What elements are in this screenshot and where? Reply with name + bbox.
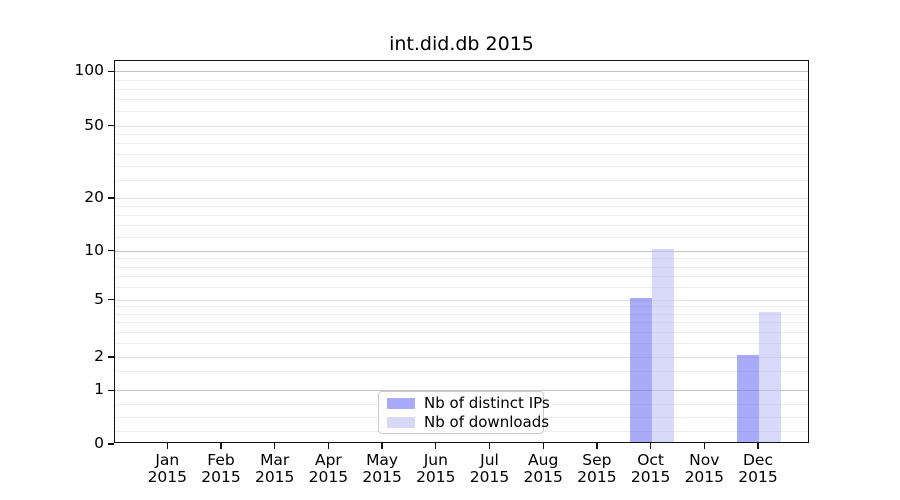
x-tick-label: Sep 2015	[577, 451, 617, 486]
gridline-minor	[115, 111, 808, 113]
x-tick-label: Jul 2015	[469, 451, 510, 486]
x-tick-label: Jun 2015	[416, 451, 456, 486]
gridline-minor	[115, 331, 808, 333]
y-tick-label: 20	[84, 188, 104, 206]
y-tick-label: 0	[94, 434, 104, 452]
x-tick	[435, 443, 437, 449]
legend-item-downloads: Nb of downloads	[387, 413, 549, 431]
y-tick	[108, 250, 114, 252]
gridline-minor	[115, 206, 808, 207]
y-tick	[108, 124, 114, 127]
gridline-minor	[115, 236, 808, 238]
legend-swatch-distinct-ips-icon	[387, 397, 415, 409]
legend-label-downloads: Nb of downloads	[424, 413, 550, 431]
x-tick	[649, 443, 652, 449]
gridline-major	[115, 250, 808, 252]
legend-label-distinct-ips: Nb of distinct IPs	[424, 394, 550, 412]
y-tick-label: 100	[74, 61, 104, 80]
x-tick	[220, 443, 222, 449]
gridline-minor	[115, 370, 808, 372]
gridline-major	[115, 71, 808, 73]
gridline-minor	[115, 343, 808, 344]
y-tick	[108, 389, 114, 391]
x-tick	[274, 443, 276, 449]
x-tick-label: Mar 2015	[254, 451, 295, 486]
chart-title: int.did.db 2015	[389, 33, 534, 55]
gridline-minor	[115, 143, 808, 145]
legend: Nb of distinct IPs Nb of downloads	[378, 391, 550, 434]
y-tick-label: 2	[94, 346, 104, 365]
y-tick-label: 50	[84, 115, 104, 134]
bar-downloads	[759, 311, 781, 442]
x-tick-label: Aug 2015	[523, 451, 563, 486]
y-tick	[108, 197, 114, 199]
legend-swatch-downloads-icon	[387, 416, 415, 428]
x-tick	[542, 443, 544, 449]
plot-area	[108, 60, 809, 445]
gridline-minor	[115, 276, 808, 277]
y-tick	[108, 356, 114, 358]
x-tick-label: Apr 2015	[308, 451, 349, 486]
y-tick-label: 1	[94, 380, 104, 399]
gridline-minor	[115, 99, 808, 101]
legend-item-distinct-ips: Nb of distinct IPs	[387, 394, 550, 412]
gridline-minor	[115, 322, 808, 323]
x-tick	[596, 443, 598, 449]
y-tick-label: 10	[84, 240, 104, 259]
x-tick-label: Nov 2015	[684, 451, 725, 486]
gridline-minor	[115, 225, 808, 227]
gridline-minor	[115, 286, 808, 288]
gridline-minor	[115, 153, 808, 155]
gridline-minor	[115, 266, 808, 268]
x-tick-label: Oct 2015	[630, 451, 671, 486]
gridline-major	[115, 125, 808, 127]
gridline-minor	[115, 258, 808, 260]
gridline-minor	[115, 88, 808, 90]
gridline-major	[115, 390, 808, 392]
x-tick-label: Feb 2015	[201, 451, 241, 486]
y-tick	[108, 70, 114, 72]
gridline-major	[115, 356, 808, 358]
gridline-major	[115, 198, 808, 199]
x-tick	[757, 443, 759, 449]
gridline-minor	[115, 79, 808, 81]
bar-distinct-ips	[629, 297, 652, 442]
gridline-major	[115, 299, 808, 301]
x-tick-label: May 2015	[362, 451, 402, 486]
y-tick-label: 5	[94, 289, 104, 308]
gridline-minor	[115, 306, 808, 308]
gridline-minor	[115, 133, 808, 135]
gridline-minor	[115, 165, 808, 167]
x-tick	[381, 443, 383, 449]
y-tick	[108, 299, 114, 301]
x-tick	[327, 443, 330, 449]
x-tick	[488, 443, 491, 449]
x-tick-label: Dec 2015	[738, 451, 778, 486]
bar-distinct-ips	[737, 354, 759, 442]
x-tick-label: Jan 2015	[147, 451, 188, 486]
gridline-minor	[115, 180, 808, 182]
x-tick	[703, 443, 705, 449]
gridline-minor	[115, 215, 808, 216]
y-tick	[108, 443, 114, 445]
x-tick	[166, 443, 168, 449]
bar-downloads	[651, 248, 674, 442]
gridline-minor	[115, 313, 808, 315]
